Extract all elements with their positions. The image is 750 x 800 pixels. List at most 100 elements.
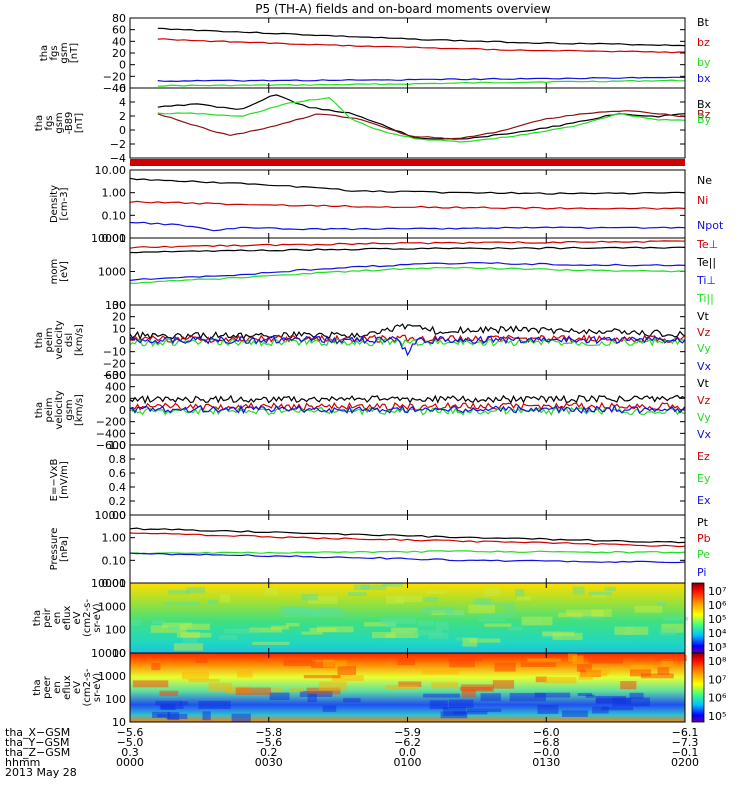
series-line-Ne <box>129 177 686 195</box>
spectrogram-cell <box>657 667 670 675</box>
spectrogram-cell <box>534 692 571 698</box>
spectrogram-cell <box>286 622 300 627</box>
panel-temperature: 10000 1000 100 mom [eV] Te⊥ Te|| Ti⊥ Ti|| <box>49 232 718 312</box>
y-axis-label: [nT] <box>69 43 80 63</box>
spectrogram-cell <box>544 677 577 684</box>
y-tick-label: 4 <box>119 96 126 109</box>
spectrogram-cell <box>155 700 182 706</box>
spectrogram-cell <box>494 662 516 672</box>
x-tick-value: −5.8 <box>255 726 282 739</box>
colorbar <box>691 652 705 723</box>
y-tick-label: 0 <box>119 124 126 137</box>
spectrogram-cell <box>164 601 175 606</box>
spectrogram-cell <box>199 653 217 658</box>
spectrogram-cell <box>202 711 211 721</box>
spectrogram-cell <box>478 618 506 623</box>
y-tick-label: 200 <box>105 392 126 405</box>
series-line-Vy <box>129 337 686 348</box>
spectrogram-cell <box>182 636 198 643</box>
spectrogram-cell <box>269 692 290 701</box>
spectrogram-cell <box>542 631 575 637</box>
x-tick-value: −5.6 <box>117 726 144 739</box>
legend-entry: Ey <box>697 472 711 485</box>
panel-frame <box>129 87 686 159</box>
spectrogram-cell <box>175 602 199 606</box>
spectrogram-cell <box>562 710 588 717</box>
x-tick-value: −7.3 <box>672 736 699 749</box>
y-tick-label: 10 <box>112 716 126 729</box>
spectrogram-cell <box>629 669 651 677</box>
spectrogram-cell <box>167 589 190 595</box>
legend-entry: Pi <box>697 566 706 579</box>
spectrogram-cell <box>285 613 323 617</box>
legend-entry: Bz <box>697 108 711 121</box>
spectrogram-cell <box>604 586 616 591</box>
spectrogram-cell <box>303 675 341 679</box>
y-axis-label: [mV/m] <box>59 461 70 499</box>
spectrogram-cell <box>307 693 317 703</box>
x-tick-value: −5.6 <box>255 736 282 749</box>
spectrogram-cell <box>521 616 553 626</box>
colorbar-tick-label: 10⁷ <box>708 585 726 598</box>
series-line-Bx <box>157 94 686 140</box>
colorbar-tick-label: 10⁶ <box>708 692 727 705</box>
spectrogram-cell <box>620 681 637 690</box>
y-axis-label: tha <box>34 402 45 418</box>
y-tick-label: 600 <box>105 369 126 382</box>
y-axis-label: gsm <box>54 112 65 133</box>
spectrogram-cell <box>301 594 319 601</box>
y-axis-label: tha <box>39 45 50 61</box>
spectrogram-cell <box>385 633 419 638</box>
spectrogram-cell <box>311 608 346 617</box>
legend-entry: Te⊥ <box>696 238 718 251</box>
spectrogram-cell <box>492 680 515 689</box>
spectrogram-cell <box>173 643 203 651</box>
y-axis-label: peim <box>44 397 55 422</box>
spectrogram-cell <box>572 655 584 665</box>
colorbar-tick-label: 10³ <box>708 641 726 654</box>
date-label: 2013 May 28 <box>5 766 77 779</box>
spectrogram-cell <box>307 596 338 604</box>
series-line-By <box>157 96 686 143</box>
spectrogram-cell <box>614 626 649 635</box>
legend-entry: By <box>697 113 712 126</box>
y-axis-label: [eV] <box>59 261 70 282</box>
spectrogram-cell <box>566 609 604 617</box>
spectrogram-cell <box>537 704 559 714</box>
series-line-Pi <box>129 552 686 564</box>
series-line-Ti⊥ <box>129 261 686 281</box>
spectrogram-cell <box>572 586 585 595</box>
spectrogram-cell <box>131 619 142 626</box>
y-tick-label: −4 <box>110 152 126 165</box>
spectrogram-cell <box>447 654 482 662</box>
spectrogram-cell <box>237 670 253 678</box>
x-tick-value: −6.0 <box>533 726 560 739</box>
legend-entry: Ez <box>697 450 710 463</box>
spectrogram-cell <box>364 622 396 627</box>
legend-entry: Ne <box>697 174 712 187</box>
y-tick-label: 80 <box>112 12 126 25</box>
legend-entry: Vt <box>697 377 710 390</box>
spectrogram-cell <box>480 693 501 702</box>
y-tick-label: 0 <box>119 334 126 347</box>
legend-entry: Ti⊥ <box>696 274 716 287</box>
x-tick-value: −0.1 <box>672 746 699 759</box>
y-tick-label: 40 <box>112 35 126 48</box>
spectrogram-cell <box>397 657 416 666</box>
legend-entry: Vx <box>697 428 712 441</box>
series-line-Bz <box>157 110 686 140</box>
spectrogram-cell <box>186 587 206 594</box>
spectrogram-cell <box>468 604 496 614</box>
y-axis-label: velocity <box>54 320 65 359</box>
spectrogram-cell <box>449 659 475 668</box>
legend-entry: Te|| <box>696 256 716 269</box>
y-tick-label: 0 <box>119 59 126 72</box>
y-tick-label: −2 <box>110 138 126 151</box>
spectrogram-cell <box>571 614 603 620</box>
spectrogram-cell <box>473 598 492 606</box>
spectrogram-cell <box>152 711 171 718</box>
spectrogram-cell <box>592 706 609 714</box>
spectrogram-cell <box>659 628 676 636</box>
